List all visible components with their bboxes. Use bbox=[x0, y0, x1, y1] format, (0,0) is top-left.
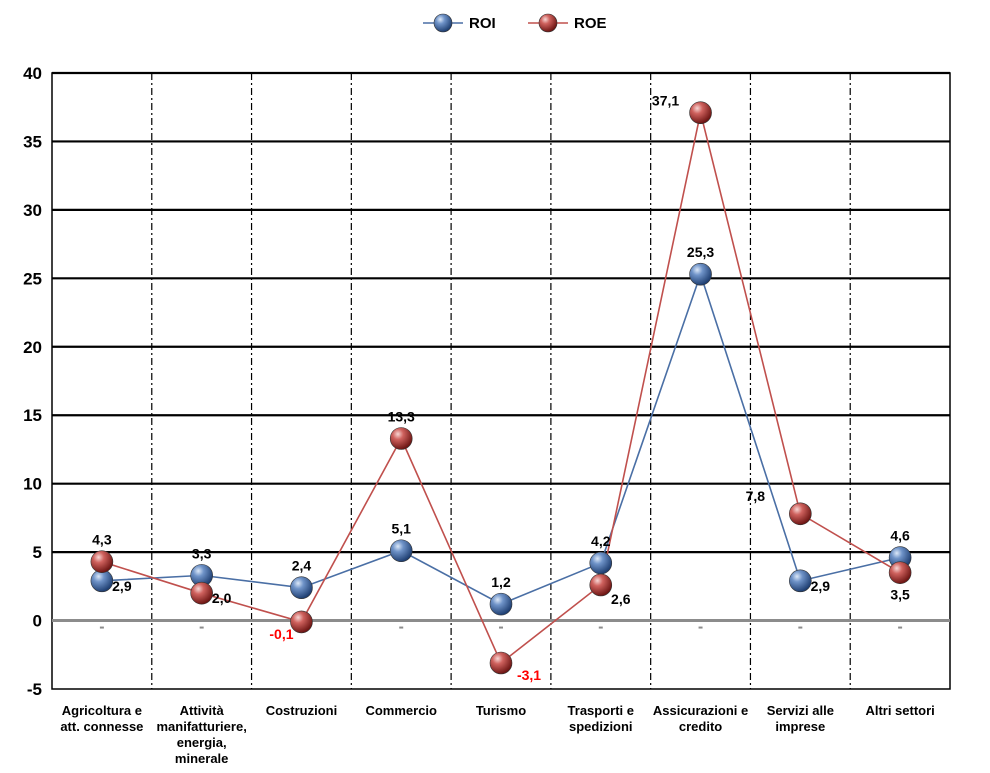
plot-frame bbox=[51, 72, 951, 690]
legend: ROI ROE bbox=[423, 13, 607, 33]
data-label-roe: -0,1 bbox=[269, 626, 293, 642]
point-roe bbox=[888, 561, 912, 584]
x-tick-line: Turismo bbox=[476, 703, 526, 718]
point-roi bbox=[789, 569, 812, 593]
point-roe bbox=[90, 550, 114, 573]
x-tick-label: Altri settori bbox=[865, 703, 934, 718]
x-tick-line: Trasporti e bbox=[568, 703, 634, 718]
point-roe bbox=[489, 651, 513, 675]
point-roi bbox=[589, 551, 613, 575]
x-tick-line: Assicurazioni e bbox=[653, 703, 748, 718]
y-tick-label: 30 bbox=[23, 201, 42, 220]
point-roe bbox=[290, 610, 313, 634]
series-layer bbox=[90, 101, 912, 675]
point-roe bbox=[190, 581, 213, 605]
x-tick-line: energia, bbox=[177, 735, 227, 750]
x-axis: Agricoltura e att. connesse Attività manifa… bbox=[60, 703, 934, 766]
point-roe bbox=[589, 573, 613, 597]
y-tick-label: 20 bbox=[23, 338, 42, 357]
data-label-roe: 37,1 bbox=[652, 93, 679, 109]
x-tick-label: Agricoltura e att. connesse bbox=[60, 703, 143, 734]
point-roe bbox=[789, 502, 812, 526]
x-tick-line: Commercio bbox=[365, 703, 437, 718]
x-tick-label: Turismo bbox=[476, 703, 526, 718]
x-tick-label: Attività manifatturiere, energia, minerale bbox=[157, 703, 247, 766]
point-roi bbox=[389, 539, 413, 563]
data-label-roi: 2,4 bbox=[292, 558, 312, 574]
legend-label-roi: ROI bbox=[469, 15, 496, 32]
y-tick-label: 10 bbox=[23, 475, 42, 494]
data-label-roi: 5,1 bbox=[391, 521, 411, 537]
y-tick-label: 25 bbox=[23, 269, 42, 288]
x-tick-line: att. connesse bbox=[60, 719, 143, 734]
x-tick-line: Servizi alle bbox=[767, 703, 834, 718]
x-tick-label: Assicurazioni e credito bbox=[653, 703, 748, 734]
data-label-roi: 2,9 bbox=[112, 578, 132, 594]
x-tick-line: spedizioni bbox=[569, 719, 633, 734]
data-labels: 2,9 3,3 2,4 5,1 1,2 4,2 25,3 2,9 4,6 4,3 2,0 -0,1 13… bbox=[92, 93, 910, 683]
point-roe bbox=[389, 427, 413, 450]
data-label-roe: 2,0 bbox=[212, 590, 232, 606]
x-tick-label: Servizi alle imprese bbox=[767, 703, 834, 734]
data-label-roe: 3,5 bbox=[890, 587, 910, 603]
data-label-roi: 3,3 bbox=[192, 545, 212, 561]
data-label-roi: 4,2 bbox=[591, 533, 611, 549]
x-tick-line: Agricoltura e bbox=[62, 703, 142, 718]
y-axis: -5 0 5 10 15 20 25 30 35 40 bbox=[23, 64, 42, 699]
point-roi bbox=[689, 262, 712, 286]
y-tick-label: -5 bbox=[27, 680, 42, 699]
x-tick-label: Commercio bbox=[365, 703, 437, 718]
x-tick-line: credito bbox=[679, 719, 722, 734]
y-tick-label: 5 bbox=[33, 543, 42, 562]
x-tick-label: Costruzioni bbox=[266, 703, 338, 718]
point-roe bbox=[689, 101, 712, 124]
series-line-roi bbox=[101, 271, 901, 606]
x-tick-line: Altri settori bbox=[865, 703, 934, 718]
data-label-roi: 4,6 bbox=[890, 528, 910, 544]
data-label-roe: 13,3 bbox=[388, 408, 415, 424]
y-tick-label: 35 bbox=[23, 132, 42, 151]
data-label-roi: 2,9 bbox=[811, 578, 831, 594]
data-label-roi: 25,3 bbox=[687, 244, 714, 260]
x-tick-line: Costruzioni bbox=[266, 703, 338, 718]
x-tick-line: minerale bbox=[175, 751, 228, 766]
data-label-roe: 4,3 bbox=[92, 532, 112, 548]
x-tick-line: Attività bbox=[180, 703, 225, 718]
y-tick-label: 0 bbox=[33, 612, 42, 631]
x-tick-line: imprese bbox=[775, 719, 825, 734]
point-roi bbox=[290, 576, 313, 600]
y-tick-label: 15 bbox=[23, 406, 42, 425]
point-roi bbox=[489, 592, 513, 616]
grid bbox=[51, 71, 951, 690]
data-label-roe: -3,1 bbox=[517, 667, 541, 683]
data-label-roi: 1,2 bbox=[491, 574, 511, 590]
x-tick-label: Trasporti e spedizioni bbox=[568, 703, 634, 734]
data-label-roe: 7,8 bbox=[746, 488, 766, 504]
legend-label-roe: ROE bbox=[574, 15, 607, 32]
point-roi bbox=[90, 569, 114, 593]
x-tick-line: manifatturiere, bbox=[157, 719, 247, 734]
data-label-roe: 2,6 bbox=[611, 591, 631, 607]
y-tick-label: 40 bbox=[23, 64, 42, 83]
legend-marker-roe bbox=[538, 13, 558, 33]
legend-marker-roi bbox=[433, 13, 453, 33]
